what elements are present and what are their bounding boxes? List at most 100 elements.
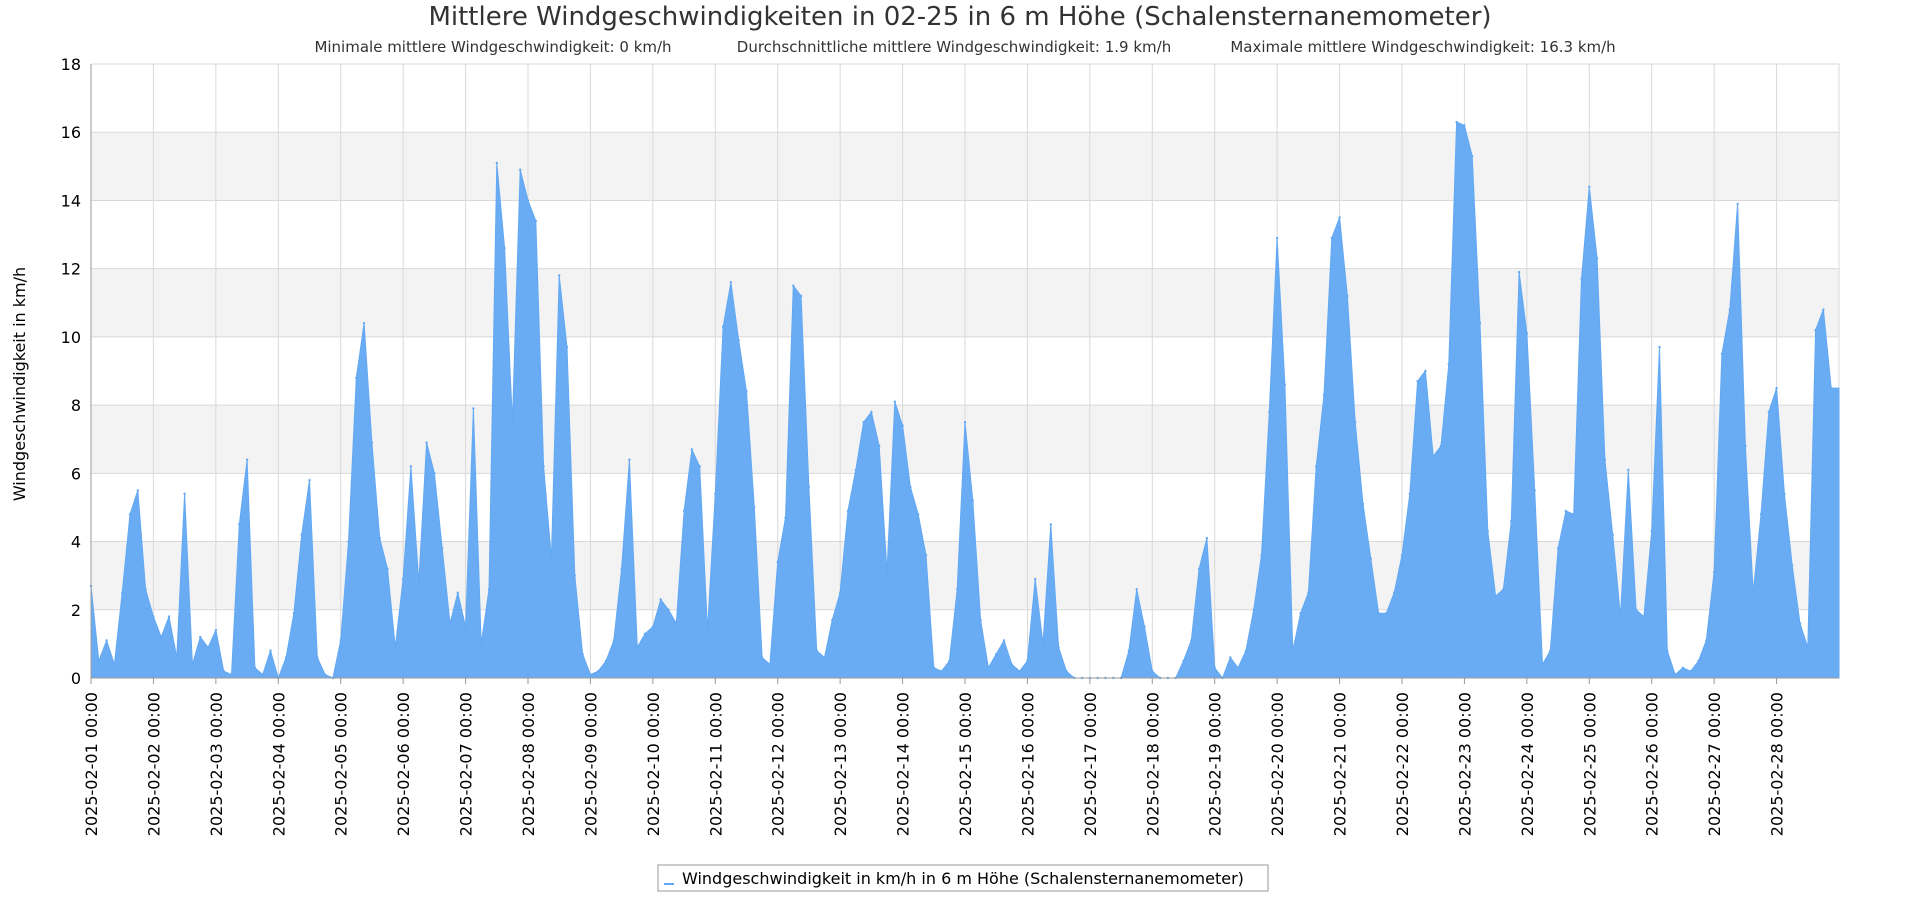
data-point <box>1705 639 1708 642</box>
data-point <box>1213 666 1216 669</box>
x-tick-label: 2025-02-12 00:00 <box>769 692 788 836</box>
data-point <box>160 635 163 639</box>
legend[interactable]: Windgeschwindigkeit in km/h in 6 m Höhe … <box>657 864 1269 892</box>
x-tick-label: 2025-02-17 00:00 <box>1081 692 1100 836</box>
data-point <box>448 622 452 625</box>
data-point <box>682 509 686 513</box>
data-point <box>152 615 155 618</box>
data-point <box>862 421 865 424</box>
data-point <box>401 577 405 581</box>
data-point <box>1447 363 1451 366</box>
data-point <box>1010 663 1013 666</box>
series-area <box>90 121 1840 680</box>
data-point <box>1041 642 1045 646</box>
data-point <box>519 168 522 171</box>
data-point <box>1330 236 1334 240</box>
data-point <box>292 612 296 615</box>
data-point <box>1299 612 1302 615</box>
data-point <box>441 547 444 550</box>
data-point <box>1229 656 1232 659</box>
data-point <box>1018 670 1021 673</box>
data-point <box>1525 332 1529 335</box>
data-point <box>768 663 772 666</box>
data-point <box>316 656 319 659</box>
data-point <box>183 492 186 495</box>
y-tick-label: 6 <box>71 464 81 483</box>
data-point <box>1681 666 1685 669</box>
data-point <box>917 513 920 516</box>
legend-label: Windgeschwindigkeit in km/h in 6 m Höhe … <box>682 869 1244 888</box>
data-point <box>846 509 850 513</box>
chart-title: Mittlere Windgeschwindigkeiten in 02-25 … <box>428 2 1491 32</box>
x-tick-label: 2025-02-22 00:00 <box>1393 692 1412 836</box>
data-point <box>573 574 576 577</box>
data-point <box>1564 509 1568 513</box>
data-point <box>1283 383 1287 386</box>
data-point <box>1361 502 1365 506</box>
data-point <box>1127 649 1131 652</box>
data-point <box>854 468 857 472</box>
data-point <box>1502 588 1505 591</box>
y-tick-label: 8 <box>71 396 81 415</box>
data-point <box>971 499 974 502</box>
data-point <box>1338 216 1341 219</box>
data-point <box>128 513 132 516</box>
data-point <box>1416 380 1419 383</box>
x-tick-label: 2025-02-05 00:00 <box>332 692 351 836</box>
data-point <box>1275 236 1279 240</box>
data-point <box>1268 410 1271 414</box>
data-point <box>885 571 889 574</box>
data-point <box>909 485 912 489</box>
stat-avg: Durchschnittliche mittlere Windgeschwind… <box>737 38 1171 56</box>
data-point <box>238 523 241 526</box>
data-point <box>370 441 374 444</box>
x-tick-label: 2025-02-20 00:00 <box>1268 692 1287 836</box>
data-point <box>729 281 733 284</box>
data-point <box>1775 386 1778 390</box>
data-point <box>1673 673 1677 676</box>
data-point <box>503 247 506 250</box>
y-axis-label: Windgeschwindigkeit in km/h <box>10 267 29 501</box>
data-point <box>1135 588 1138 591</box>
data-point <box>1611 533 1614 536</box>
data-point <box>1471 154 1474 158</box>
stat-min: Minimale mittlere Windgeschwindigkeit: 0… <box>314 38 671 56</box>
data-point <box>589 673 592 676</box>
data-point <box>901 424 904 427</box>
data-point <box>1744 444 1747 448</box>
data-point <box>1260 554 1263 557</box>
data-point <box>675 622 678 625</box>
legend-box <box>657 864 1269 892</box>
stat-max: Maximale mittlere Windgeschwindigkeit: 1… <box>1230 38 1615 56</box>
x-tick-label: 2025-02-01 00:00 <box>82 692 101 836</box>
data-point <box>1658 345 1661 349</box>
x-tick-label: 2025-02-10 00:00 <box>644 692 663 836</box>
data-point <box>1455 120 1458 124</box>
data-point <box>1759 513 1763 516</box>
data-point <box>1393 591 1396 594</box>
data-point <box>823 656 826 659</box>
data-point <box>706 629 709 632</box>
x-tick-label: 2025-02-14 00:00 <box>894 692 913 836</box>
data-point <box>269 649 272 652</box>
data-point <box>737 339 740 342</box>
data-point <box>1572 513 1575 516</box>
data-point <box>1549 649 1552 652</box>
data-point <box>1752 591 1755 594</box>
data-point <box>792 284 795 287</box>
data-point <box>651 625 655 628</box>
data-point <box>191 663 194 666</box>
data-point <box>245 458 249 461</box>
data-point <box>1205 536 1209 540</box>
data-point <box>222 670 225 673</box>
data-point <box>1533 489 1536 492</box>
data-point <box>284 656 288 659</box>
data-point <box>581 652 584 656</box>
data-point <box>878 444 881 448</box>
data-point <box>1057 646 1060 649</box>
data-point <box>1439 444 1443 448</box>
x-tick-label: 2025-02-24 00:00 <box>1518 692 1537 836</box>
data-point <box>1307 591 1310 594</box>
data-point <box>1346 294 1349 298</box>
data-point <box>659 598 662 601</box>
